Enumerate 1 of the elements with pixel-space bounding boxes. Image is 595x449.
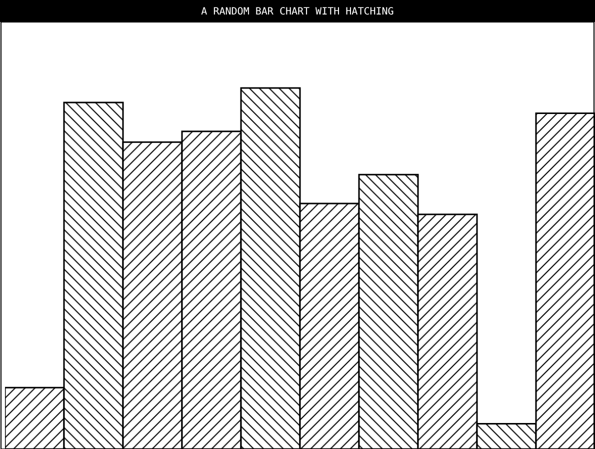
chart-title: A RANDOM BAR CHART WITH HATCHING — [201, 6, 394, 18]
